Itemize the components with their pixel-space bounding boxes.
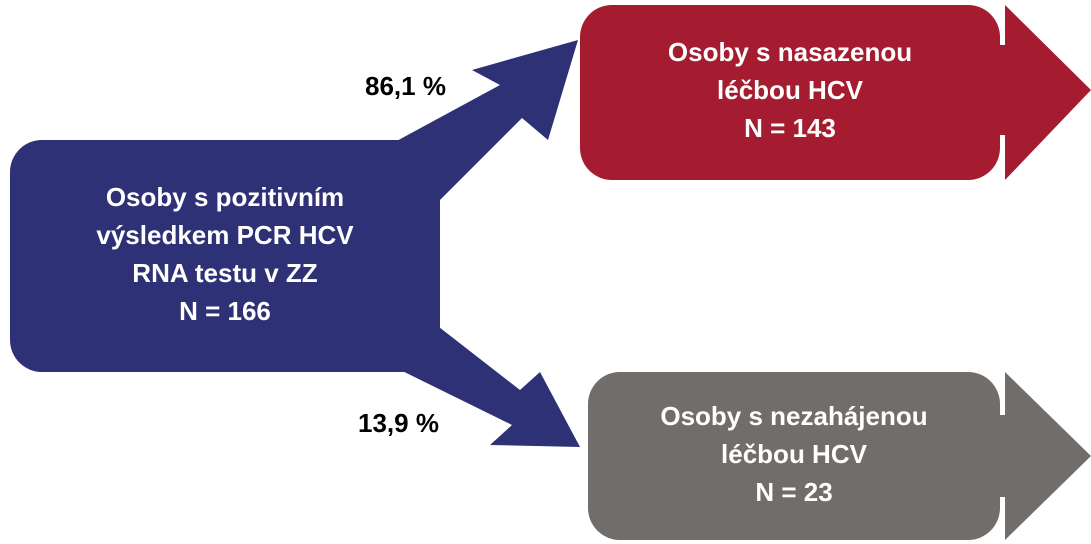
untreated-box bbox=[588, 372, 1000, 540]
node-text: léčbou HCV bbox=[717, 75, 864, 105]
node-text: N = 166 bbox=[179, 296, 271, 326]
node-text: Osoby s nasazenou bbox=[668, 37, 912, 67]
treated-box bbox=[580, 5, 1000, 180]
edge-label: 13,9 % bbox=[358, 408, 439, 438]
node-text: RNA testu v ZZ bbox=[132, 258, 317, 288]
edge-label: 86,1 % bbox=[365, 71, 446, 101]
source-box bbox=[10, 140, 440, 372]
node-text: Osoby s pozitivním bbox=[106, 182, 344, 212]
gray-arrow bbox=[960, 372, 1091, 540]
labels: 86,1 % 13,9 % bbox=[358, 71, 446, 438]
node-text: výsledkem PCR HCV bbox=[96, 220, 354, 250]
node-text: N = 23 bbox=[755, 477, 832, 507]
node-text: Osoby s nezahájenou bbox=[660, 401, 927, 431]
node-text: N = 143 bbox=[744, 113, 836, 143]
node-text: léčbou HCV bbox=[721, 439, 868, 469]
